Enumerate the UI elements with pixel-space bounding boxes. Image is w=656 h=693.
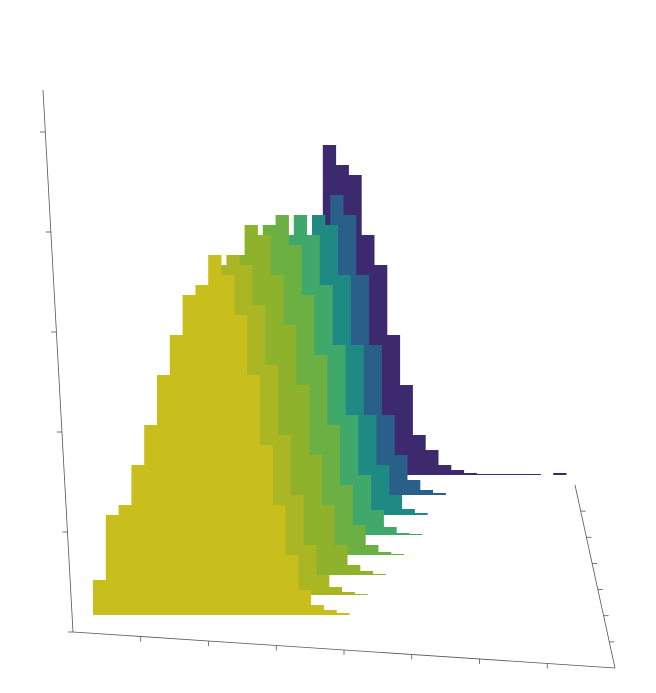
bar (378, 552, 392, 555)
bar (489, 474, 503, 475)
bar (407, 480, 421, 495)
bar (233, 315, 248, 615)
bar (316, 575, 330, 595)
bar (412, 435, 426, 475)
bar (208, 255, 222, 615)
bar (131, 465, 145, 615)
bar (553, 473, 567, 475)
bar (182, 295, 196, 615)
bar (502, 474, 516, 475)
bar (272, 505, 286, 615)
bar (328, 587, 343, 595)
bar (357, 475, 372, 535)
bar (195, 285, 209, 615)
bar (93, 580, 107, 615)
bar (438, 465, 452, 475)
bar (221, 275, 235, 615)
bar (476, 474, 490, 475)
bar (394, 455, 408, 495)
bar (432, 493, 446, 495)
bar (259, 445, 273, 615)
bar (105, 515, 120, 615)
bar (365, 545, 379, 555)
bar (527, 474, 541, 475)
z-axis (42, 89, 74, 633)
bar (450, 470, 465, 475)
bar (370, 510, 384, 535)
bar (285, 555, 299, 615)
bar (359, 571, 374, 575)
bar (339, 485, 353, 555)
bar (352, 525, 366, 555)
bar (321, 505, 335, 575)
bar (297, 590, 312, 615)
bar (463, 473, 477, 475)
bar (388, 495, 403, 515)
bar (157, 375, 171, 615)
bar (409, 534, 423, 535)
bar (419, 490, 434, 495)
bar (144, 425, 158, 615)
bar (246, 375, 260, 615)
bar (514, 474, 529, 475)
bar (118, 505, 132, 615)
bar (376, 465, 390, 515)
bar (341, 592, 355, 595)
bar (401, 509, 415, 515)
bar (399, 385, 413, 475)
y-axis (574, 484, 616, 669)
bar (323, 610, 337, 615)
bar (425, 450, 439, 475)
bar (372, 574, 386, 575)
bar (334, 545, 348, 575)
bar (336, 613, 350, 615)
bar (347, 565, 361, 575)
bar (396, 533, 410, 535)
bar (383, 527, 397, 535)
bar (310, 605, 324, 615)
bar (303, 545, 317, 595)
bar (414, 513, 428, 515)
bar (169, 335, 184, 615)
bar (354, 594, 368, 595)
bar (390, 554, 405, 555)
